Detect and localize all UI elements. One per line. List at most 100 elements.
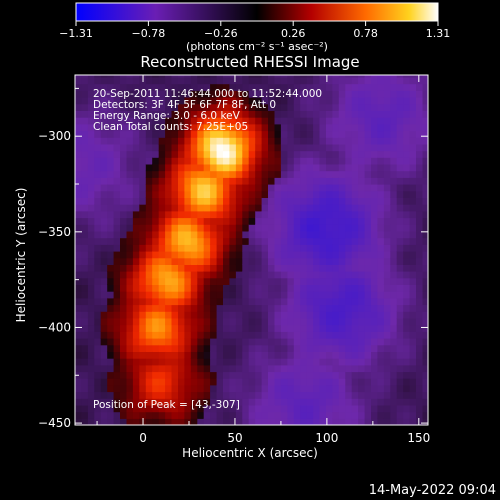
heatmap-cell xyxy=(210,76,218,85)
heatmap-cell xyxy=(203,103,211,111)
heatmap-cell xyxy=(351,418,359,425)
heatmap-cell xyxy=(126,264,134,272)
heatmap-cell xyxy=(94,398,102,406)
heatmap-cell xyxy=(313,244,321,252)
heatmap-cell xyxy=(422,177,428,185)
heatmap-cell xyxy=(371,190,378,198)
heatmap-cell xyxy=(409,177,417,185)
heatmap-cell xyxy=(216,76,224,85)
heatmap-cell xyxy=(87,110,95,118)
heatmap-cell xyxy=(396,324,404,332)
heatmap-cell xyxy=(235,190,243,198)
heatmap-cell xyxy=(152,291,160,299)
heatmap-cell xyxy=(210,143,218,152)
heatmap-cell xyxy=(268,97,275,105)
heatmap-cell xyxy=(351,284,359,292)
heatmap-cell xyxy=(229,304,237,312)
heatmap-cell xyxy=(364,271,372,279)
heatmap-cell xyxy=(100,76,108,85)
heatmap-cell xyxy=(338,117,346,125)
heatmap-cell xyxy=(422,371,428,379)
heatmap-cell xyxy=(261,177,269,185)
heatmap-cell xyxy=(338,217,346,225)
heatmap-cell xyxy=(107,177,115,185)
heatmap-cell xyxy=(345,177,353,185)
heatmap-cell xyxy=(268,230,275,239)
heatmap-cell xyxy=(210,284,218,292)
heatmap-cell xyxy=(81,230,89,239)
heatmap-cell xyxy=(152,344,160,352)
heatmap-cell xyxy=(107,170,115,178)
heatmap-cell xyxy=(126,184,134,192)
heatmap-cell xyxy=(126,170,134,178)
heatmap-cell xyxy=(422,103,428,111)
heatmap-cell xyxy=(126,304,134,312)
heatmap-cell xyxy=(383,324,391,332)
heatmap-cell xyxy=(358,271,366,279)
heatmap-cell xyxy=(81,344,89,352)
heatmap-cell xyxy=(390,210,398,219)
heatmap-cell xyxy=(171,418,179,425)
heatmap-cell xyxy=(300,170,308,178)
heatmap-cell xyxy=(94,418,102,425)
heatmap-cell xyxy=(139,251,147,259)
heatmap-cell xyxy=(351,210,359,219)
heatmap-cell xyxy=(120,170,127,178)
heatmap-cell xyxy=(235,157,243,165)
heatmap-cell xyxy=(158,384,166,393)
heatmap-cell xyxy=(383,75,391,78)
heatmap-cell xyxy=(409,90,417,98)
heatmap-cell xyxy=(255,317,263,326)
heatmap-cell xyxy=(178,204,185,212)
heatmap-cell xyxy=(152,331,160,339)
heatmap-cell xyxy=(409,123,417,132)
heatmap-cell xyxy=(422,277,428,285)
heatmap-cell xyxy=(261,324,269,332)
heatmap-cell xyxy=(268,177,275,185)
heatmap-cell xyxy=(274,358,282,366)
heatmap-cell xyxy=(274,197,282,205)
heatmap-cell xyxy=(152,371,160,379)
heatmap-cell xyxy=(261,103,269,111)
heatmap-cell xyxy=(403,75,411,78)
heatmap-cell xyxy=(358,418,366,425)
heatmap-cell xyxy=(100,257,108,265)
heatmap-cell xyxy=(261,150,269,158)
heatmap-cell xyxy=(171,311,179,319)
heatmap-cell xyxy=(326,137,333,145)
heatmap-cell xyxy=(100,197,108,205)
heatmap-cell xyxy=(274,137,282,145)
heatmap-cell xyxy=(371,163,378,172)
heatmap-cell xyxy=(332,75,340,78)
heatmap-cell xyxy=(422,338,428,346)
heatmap-cell xyxy=(120,76,127,85)
heatmap-cell xyxy=(416,351,423,359)
heatmap-cell xyxy=(120,97,127,105)
y-tick-label: −400 xyxy=(38,320,71,334)
heatmap-cell xyxy=(319,150,327,158)
heatmap-cell xyxy=(158,184,166,192)
heatmap-cell xyxy=(203,163,211,172)
heatmap-cell xyxy=(203,244,211,252)
heatmap-cell xyxy=(100,177,108,185)
heatmap-cell xyxy=(100,391,108,399)
heatmap-cell xyxy=(107,204,115,212)
heatmap-cell xyxy=(409,284,417,292)
heatmap-cell xyxy=(396,210,404,219)
heatmap-cell xyxy=(293,344,301,352)
heatmap-cell xyxy=(165,257,173,265)
heatmap-cell xyxy=(371,304,378,312)
heatmap-cell xyxy=(120,284,127,292)
heatmap-cell xyxy=(165,411,173,419)
heatmap-cell xyxy=(165,404,173,413)
heatmap-cell xyxy=(403,351,411,359)
heatmap-cell xyxy=(75,110,82,118)
heatmap-cell xyxy=(300,143,308,152)
heatmap-cell xyxy=(203,371,211,379)
heatmap-cell xyxy=(345,371,353,379)
heatmap-cell xyxy=(210,271,218,279)
heatmap-cell xyxy=(210,378,218,386)
heatmap-cell xyxy=(113,244,121,252)
heatmap-cell xyxy=(306,277,314,285)
